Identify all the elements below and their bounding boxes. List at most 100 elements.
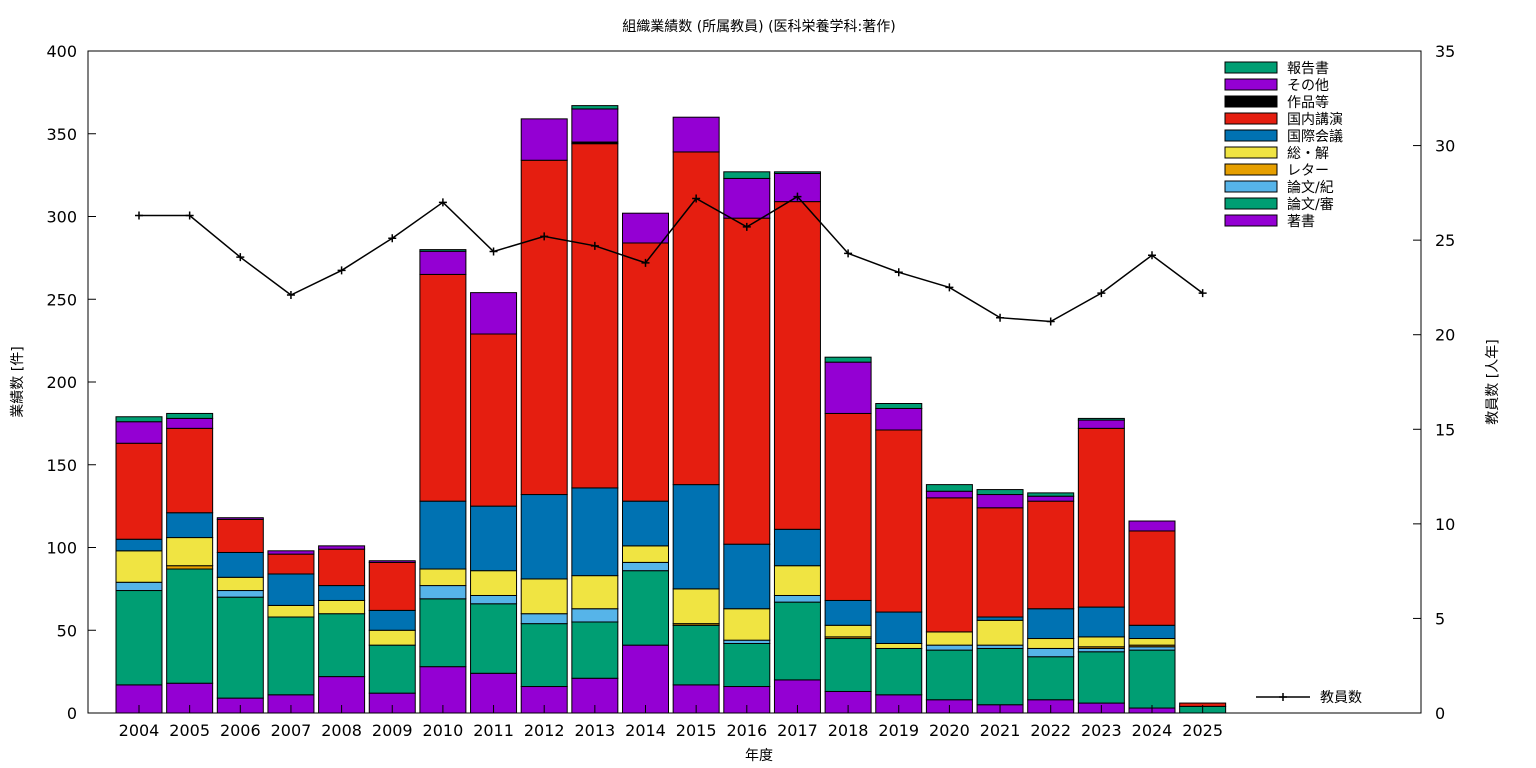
x-tick-label-2012: 2012 — [524, 721, 565, 740]
bar-segment-2008-series-6 — [318, 548, 366, 587]
legend-label-9: 報告書 — [1287, 61, 1329, 77]
bar-segment-2016-series-9 — [723, 171, 771, 179]
x-tick-label-2018: 2018 — [828, 721, 869, 740]
bar-segment-2004-series-8 — [115, 421, 163, 444]
bar-segment-2024-series-6 — [1128, 530, 1176, 626]
bar-segment-2004-series-5 — [115, 538, 163, 552]
bar-segment-2011-series-6 — [470, 333, 518, 507]
bar-segment-2012-series-8 — [520, 118, 568, 161]
legend-label-0: 著書 — [1287, 214, 1315, 230]
x-tick-label-2020: 2020 — [929, 721, 970, 740]
bar-segment-2010-series-2 — [419, 585, 467, 600]
legend-swatch-5 — [1224, 129, 1278, 142]
bar-segment-2018-series-9 — [824, 356, 872, 363]
bar-segment-2016-series-8 — [723, 177, 771, 219]
x-tick-label-2010: 2010 — [423, 721, 464, 740]
bar-segment-2010-series-9 — [419, 249, 467, 252]
left-tick-label: 250 — [46, 290, 77, 309]
legend-label-5: 国際会議 — [1287, 128, 1343, 145]
x-tick-label-2014: 2014 — [625, 721, 666, 740]
faculty-count-point-2011 — [489, 247, 498, 256]
x-tick-label-2025: 2025 — [1182, 721, 1223, 740]
bar-segment-2008-series-4 — [318, 599, 366, 615]
faculty-count-point-2009 — [388, 234, 397, 243]
bar-segment-2013-series-6 — [571, 143, 619, 489]
faculty-line-layer — [135, 192, 1207, 326]
bar-segment-2006-series-2 — [216, 590, 264, 598]
bar-segment-2007-series-8 — [267, 550, 315, 555]
bar-segment-2019-series-4 — [875, 642, 923, 649]
faculty-count-point-2007 — [286, 290, 295, 299]
bar-segment-2023-series-9 — [1077, 417, 1125, 421]
faculty-count-point-2014 — [641, 258, 650, 267]
legend-swatch-2 — [1224, 180, 1278, 193]
right-tick-label: 5 — [1435, 609, 1445, 628]
right-tick-label: 35 — [1435, 42, 1455, 61]
bar-segment-2018-series-5 — [824, 599, 872, 626]
right-tick-label: 20 — [1435, 326, 1455, 345]
faculty-count-point-2010 — [438, 198, 447, 207]
bar-segment-2004-series-4 — [115, 550, 163, 583]
bar-segment-2007-series-4 — [267, 604, 315, 618]
x-tick-label-2019: 2019 — [878, 721, 919, 740]
legend-swatch-0 — [1224, 214, 1278, 227]
right-tick-label: 0 — [1435, 704, 1445, 723]
bar-segment-2012-series-4 — [520, 578, 568, 615]
bar-segment-2017-series-5 — [773, 528, 821, 567]
bar-segment-2009-series-1 — [368, 644, 416, 694]
x-tick-label-2021: 2021 — [980, 721, 1021, 740]
bar-segment-2012-series-5 — [520, 494, 568, 580]
bar-segment-2016-series-1 — [723, 642, 771, 688]
bar-segment-2024-series-8 — [1128, 520, 1176, 532]
right-y-axis: 0 5 10 15 20 25 30 35 — [1413, 42, 1455, 723]
bar-segment-2020-series-4 — [925, 631, 973, 646]
bar-segment-2007-series-1 — [267, 616, 315, 696]
bar-segment-2022-series-2 — [1027, 647, 1075, 658]
right-tick-label: 10 — [1435, 515, 1455, 534]
legend-label-2: 論文/紀 — [1287, 180, 1334, 196]
legend-label-4: 総・解 — [1287, 146, 1329, 162]
bar-segment-2020-series-8 — [925, 490, 973, 499]
bar-segment-2011-series-8 — [470, 292, 518, 335]
bar-segment-2022-series-8 — [1027, 495, 1075, 502]
legend-swatch-9 — [1224, 61, 1278, 74]
bar-segment-2021-series-1 — [976, 647, 1024, 706]
x-tick-label-2004: 2004 — [119, 721, 160, 740]
bar-segment-2023-series-6 — [1077, 427, 1125, 608]
bar-segment-2011-series-4 — [470, 570, 518, 596]
right-tick-label: 25 — [1435, 231, 1455, 250]
x-tick-label-2017: 2017 — [777, 721, 818, 740]
bar-segment-2020-series-2 — [925, 644, 973, 651]
bar-segment-2022-series-5 — [1027, 608, 1075, 640]
bar-segment-2016-series-4 — [723, 608, 771, 641]
bar-segment-2008-series-8 — [318, 545, 366, 550]
bar-segment-2005-series-4 — [166, 537, 214, 567]
faculty-count-point-2006 — [236, 253, 245, 262]
left-tick-label: 350 — [46, 125, 77, 144]
x-tick-label-2022: 2022 — [1030, 721, 1071, 740]
bar-segment-2006-series-1 — [216, 596, 264, 699]
bar-segment-2017-series-2 — [773, 595, 821, 603]
legend-swatch-6 — [1224, 112, 1278, 125]
faculty-count-point-2008 — [337, 266, 346, 275]
bar-segment-2005-series-9 — [166, 412, 214, 419]
bar-segment-2013-series-9 — [571, 105, 619, 110]
bar-segment-2015-series-8 — [672, 116, 720, 153]
bar-segment-2005-series-8 — [166, 417, 214, 429]
right-tick-label: 15 — [1435, 420, 1455, 439]
bar-segment-2016-series-6 — [723, 217, 771, 545]
bar-segment-2005-series-5 — [166, 512, 214, 539]
bar-segment-2004-series-9 — [115, 416, 163, 423]
bar-segment-2015-series-1 — [672, 624, 720, 686]
faculty-count-point-2018 — [844, 249, 853, 258]
legend-label-line: 教員数 — [1320, 690, 1362, 706]
legend-label-6: 国内講演 — [1287, 112, 1343, 128]
bar-segment-2010-series-4 — [419, 568, 467, 587]
bar-segment-2014-series-4 — [622, 545, 669, 563]
bar-segment-2014-series-6 — [622, 242, 669, 502]
bar-segment-2022-series-6 — [1027, 500, 1075, 610]
bar-segment-2021-series-8 — [976, 494, 1024, 509]
bar-segment-2009-series-5 — [368, 609, 416, 631]
faculty-count-point-2020 — [945, 283, 954, 292]
